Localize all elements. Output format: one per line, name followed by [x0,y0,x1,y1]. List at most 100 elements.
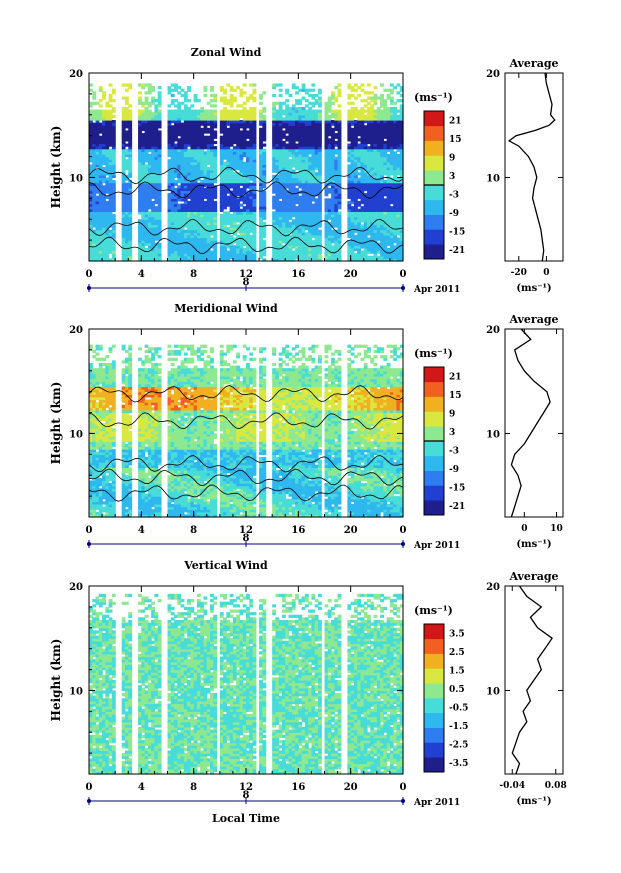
date-tick-label: 8 [243,790,250,801]
x-tick-label: 0 [86,782,93,793]
colorbar-frame [423,623,445,773]
colorbar-swatch [424,653,444,669]
x-tick-label: 4 [138,525,145,536]
profile-y-tick-label: 10 [486,686,500,697]
x-tick-label: 4 [138,782,145,793]
x-tick-label: 0 [400,782,407,793]
profile-title: Average [508,570,558,583]
x-tick-label: 20 [344,782,358,793]
colorbar-unit-label: (ms⁻¹) [414,604,453,617]
date-label: Apr 2011 [413,541,460,551]
colorbar-tick-label: -0.5 [449,703,468,713]
contour-line [88,181,404,199]
date-axis-end [87,799,91,803]
colorbar-tick-label: 15 [449,135,462,145]
profile-y-tick-label: 20 [486,582,500,593]
colorbar-tick-label: -21 [449,502,465,512]
colorbar-tick-label: -15 [449,227,465,237]
y-axis-label: Height (km) [49,126,63,209]
colorbar-tick-label: -9 [449,465,459,475]
x-axis-label: Local Time [212,812,280,825]
colorbar-swatch [424,367,444,383]
colorbar-swatch [424,638,444,654]
profile-y-tick-label: 10 [486,429,500,440]
colorbar-tick-label: -1.5 [449,722,468,732]
colorbar-swatch [424,214,444,230]
colorbar-tick-label: -3 [449,446,459,456]
colorbar-tick-label: 9 [449,409,455,419]
panel-title: Vertical Wind [183,559,268,572]
contour-line [88,412,404,430]
colorbar-swatch [424,170,444,186]
colorbar-swatch [424,244,444,260]
profile-y-tick-label: 20 [486,325,500,336]
colorbar-swatch [424,396,444,412]
colorbar-swatch [424,742,444,758]
profile-y-tick-label: 10 [486,173,500,184]
x-tick-label: 16 [291,269,305,280]
colorbar-swatch [424,668,444,684]
x-tick-label: 4 [138,269,145,280]
profile-x-label: (ms⁻¹) [516,539,551,550]
profile-line [511,585,553,775]
colorbar-tick-label: -3 [449,190,459,200]
profile-x-tick-label: -20 [511,268,527,278]
y-axis-label: Height (km) [49,639,63,722]
colorbar-swatch [424,727,444,743]
colorbar-tick-label: 2.5 [449,648,465,658]
y-tick-label: 20 [69,69,83,80]
colorbar-tick-label: -15 [449,483,465,493]
date-label: Apr 2011 [413,798,460,808]
y-tick-label: 20 [69,325,83,336]
colorbar-swatch [424,229,444,245]
colorbar-swatch [424,111,444,127]
colorbar-swatch [424,199,444,215]
colorbar-swatch [424,500,444,516]
x-tick-label: 0 [86,269,93,280]
profile-x-tick-label: 10 [550,524,563,534]
profile-frame [504,72,564,262]
contour-line [88,166,404,185]
profile-x-tick-label: 0 [521,524,527,534]
colorbar-swatch [424,155,444,171]
heatmap-cells [89,593,404,775]
colorbar-swatch [424,140,444,156]
profile-frame [504,585,564,775]
colorbar-swatch [424,455,444,471]
y-tick-label: 10 [69,173,83,184]
colorbar-swatch [424,698,444,714]
x-tick-label: 16 [291,525,305,536]
colorbar-swatch [424,125,444,141]
colorbar-tick-label: 21 [449,372,462,382]
date-axis-end [401,286,405,290]
colorbar-tick-label: 3.5 [449,629,465,639]
date-label: Apr 2011 [413,285,460,295]
colorbar-tick-label: -21 [449,246,465,256]
profile-y-tick-label: 20 [486,69,500,80]
x-tick-label: 20 [344,525,358,536]
zero-contours [88,385,404,502]
profile-x-tick-label: 0 [543,268,549,278]
panel-title: Meridional Wind [174,302,278,315]
x-tick-label: 12 [239,782,253,793]
zero-contours [88,166,404,254]
date-axis-end [401,542,405,546]
colorbar-swatch [424,411,444,427]
colorbar-swatch [424,470,444,486]
heatmap-cells [89,344,404,518]
profile-x-tick-label: -0.04 [499,781,525,791]
x-tick-label: 20 [344,269,358,280]
colorbar-tick-label: 9 [449,153,455,163]
colorbar-swatch [424,757,444,773]
colorbar-tick-label: 3 [449,172,455,182]
colorbar-tick-label: -9 [449,209,459,219]
contour-line [88,385,404,403]
date-axis-end [87,542,91,546]
colorbar-swatch [424,185,444,201]
x-tick-label: 8 [190,525,197,536]
date-tick-label: 8 [243,533,250,544]
